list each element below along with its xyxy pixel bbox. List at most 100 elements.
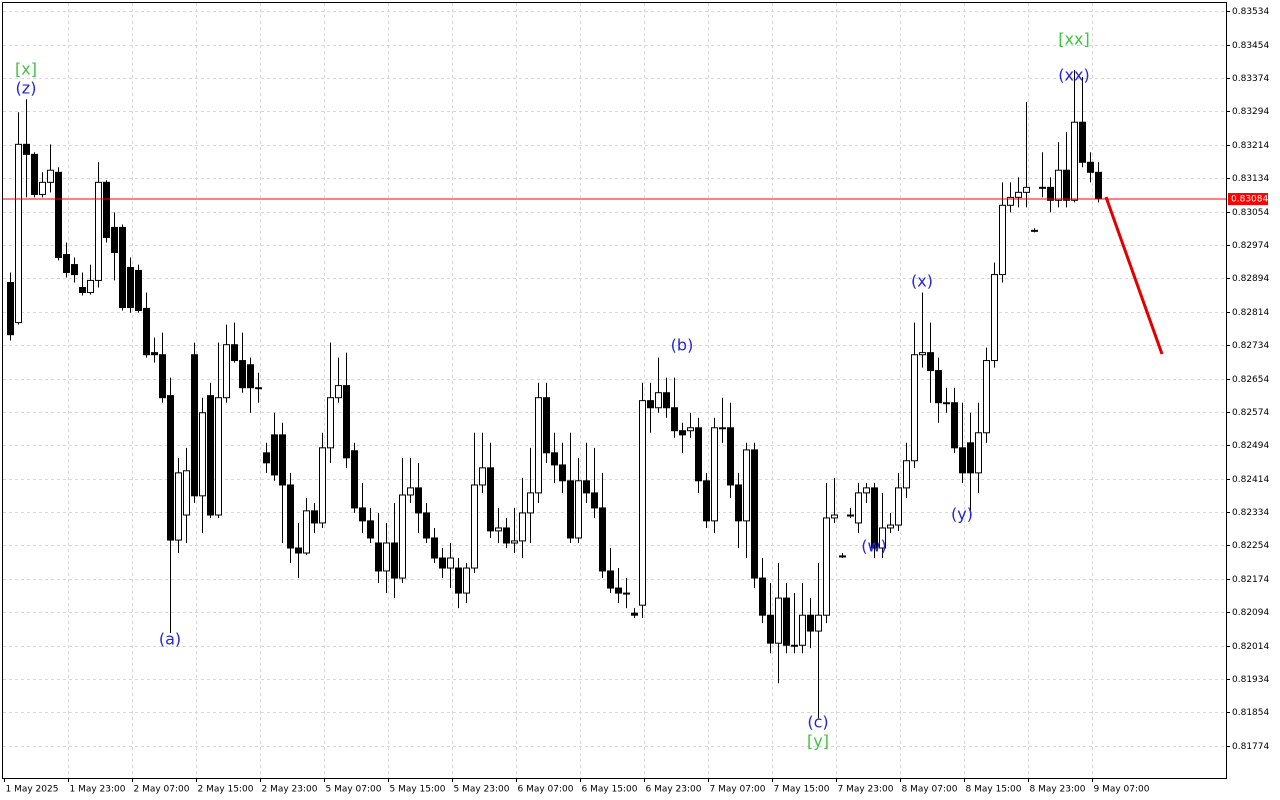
candle-body	[103, 181, 110, 238]
candle-body	[535, 397, 542, 494]
candle-body	[23, 143, 30, 155]
candle-body	[79, 287, 86, 294]
candle-body	[671, 407, 678, 432]
candle-body	[807, 614, 814, 632]
candle-body	[423, 512, 430, 539]
candle-body	[911, 354, 918, 462]
y-tick-label: 0.82414	[1232, 475, 1269, 485]
candle-body	[367, 520, 374, 539]
candle-body	[1023, 186, 1030, 193]
plot-frame	[2, 2, 1227, 779]
candle-body	[255, 387, 262, 390]
candle-body	[47, 169, 54, 183]
y-tick-label: 0.83214	[1232, 141, 1269, 151]
x-tick-label: 2 May 15:00	[198, 785, 254, 795]
y-tick-label: 0.83374	[1232, 74, 1269, 84]
candle-body	[687, 427, 694, 432]
candle-body	[791, 644, 798, 647]
candle-body	[319, 447, 326, 524]
wave-label: (c)	[807, 713, 828, 732]
candle-body	[727, 427, 734, 486]
candle-body	[951, 402, 958, 449]
grid: 0.83534 0.83454 0.83374 0.83294 0.83214 0.831…	[3, 3, 1269, 795]
candle-body	[63, 254, 70, 273]
candle-body	[631, 612, 638, 616]
candle-body	[1039, 186, 1046, 189]
candle-body	[439, 557, 446, 569]
candle-body	[399, 494, 406, 579]
y-tick-label: 0.82494	[1232, 441, 1269, 451]
candle-body	[375, 542, 382, 572]
candle-body	[879, 527, 886, 549]
candle-body	[87, 279, 94, 294]
candle-body	[815, 614, 822, 632]
candle-body	[295, 547, 302, 554]
candle-body	[983, 360, 990, 434]
x-tick-label: 6 May 07:00	[518, 785, 574, 795]
x-tick-label: 7 May 07:00	[710, 785, 766, 795]
candle-body	[543, 397, 550, 454]
candle-body	[351, 450, 358, 509]
candle-body	[1079, 121, 1086, 163]
candle-body	[151, 352, 158, 356]
candle-body	[407, 487, 414, 496]
candle-body	[39, 181, 46, 195]
x-tick-label: 6 May 23:00	[646, 785, 702, 795]
candle-body	[247, 364, 254, 389]
candle-body	[831, 514, 838, 519]
candle-body	[223, 344, 230, 399]
candle-body	[447, 557, 454, 569]
candle-body	[159, 354, 166, 399]
candle-body	[639, 400, 646, 606]
candle-body	[703, 480, 710, 522]
candle-body	[959, 447, 966, 474]
candle-body	[759, 577, 766, 616]
candle-body	[287, 484, 294, 549]
candle-body	[1031, 229, 1038, 232]
candle-body	[311, 510, 318, 524]
y-tick-label: 0.83454	[1232, 41, 1269, 51]
x-tick-label: 5 May 15:00	[390, 785, 446, 795]
candle-body	[303, 510, 310, 554]
candle-body	[943, 402, 950, 405]
y-tick-label: 0.82174	[1232, 575, 1269, 585]
candle-body	[935, 370, 942, 404]
candle-body	[903, 460, 910, 489]
candle-body	[799, 614, 806, 646]
x-tick-label: 1 May 23:00	[70, 785, 126, 795]
candle-body	[591, 492, 598, 509]
candle-body	[679, 430, 686, 436]
candle-body	[575, 480, 582, 539]
candle-body	[767, 614, 774, 644]
candle-body	[1063, 169, 1070, 201]
candle-body	[215, 397, 222, 516]
candle-body	[519, 512, 526, 542]
y-tick-label: 0.82254	[1232, 541, 1269, 551]
y-tick-label: 0.82334	[1232, 508, 1269, 518]
candle-body	[55, 171, 62, 258]
forecast-line	[1104, 196, 1164, 355]
candle-body	[471, 484, 478, 569]
overlay: 0.83084 [x](z) (a) (b) (c)[y] (w) (x) (y) [xx] (x…	[3, 30, 1268, 751]
y-tick-label: 0.82094	[1232, 608, 1269, 618]
candle-body	[391, 542, 398, 579]
candle-body	[783, 597, 790, 646]
candle-body	[335, 385, 342, 399]
candle-body	[991, 274, 998, 362]
candle-body	[7, 282, 14, 336]
candle-body	[183, 470, 190, 516]
y-tick-label: 0.82654	[1232, 375, 1269, 385]
candle-body	[15, 143, 22, 324]
candle-body	[167, 395, 174, 541]
candle-body	[647, 400, 654, 409]
wave-label: [xx]	[1058, 30, 1089, 49]
wave-label: (xx)	[1058, 66, 1089, 85]
candle-body	[927, 352, 934, 372]
y-tick-label: 0.82014	[1232, 642, 1269, 652]
wave-label: [x]	[15, 60, 37, 79]
candle-body	[463, 567, 470, 594]
y-tick-label: 0.83134	[1232, 174, 1269, 184]
candle-body	[695, 427, 702, 482]
candle-body	[415, 487, 422, 514]
candle-body	[1087, 161, 1094, 173]
